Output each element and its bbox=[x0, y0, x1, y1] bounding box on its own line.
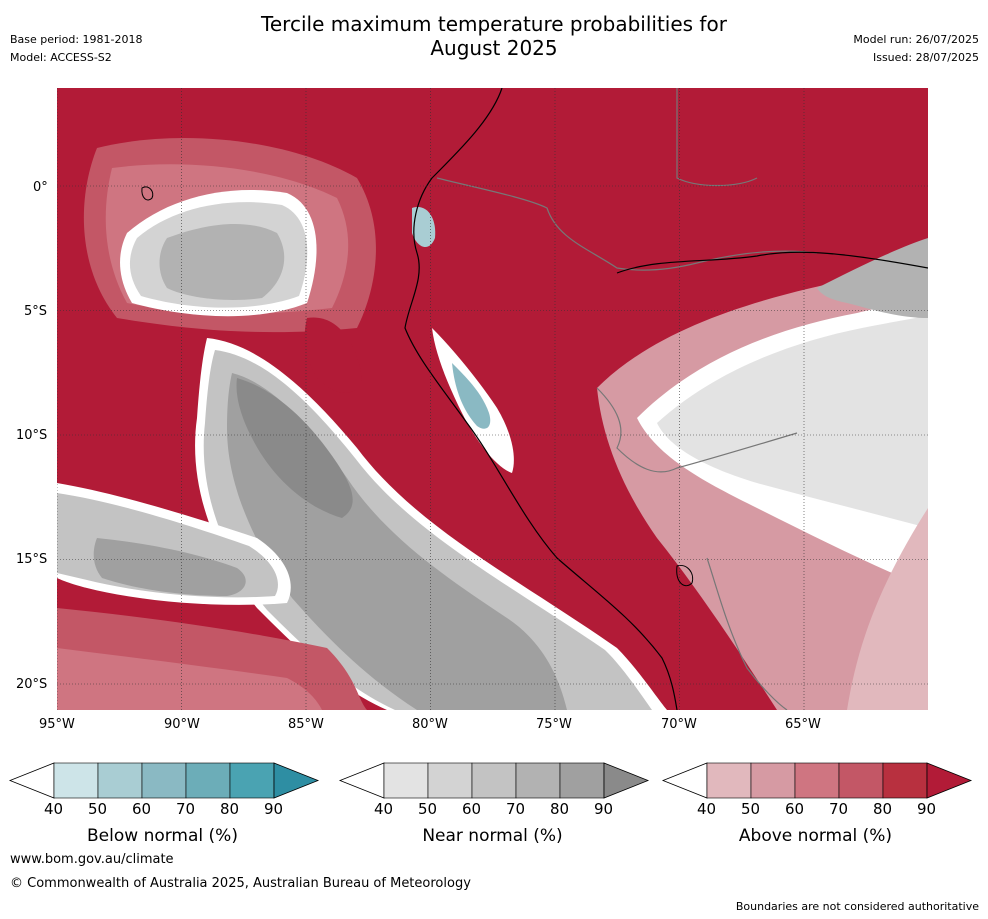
lake-titicaca bbox=[676, 564, 694, 587]
lon-tick-0: 95°W bbox=[39, 717, 75, 732]
below-normal-50-area-north bbox=[412, 207, 436, 248]
colorbar-tick-label: 70 bbox=[176, 800, 196, 818]
colorbar-tick-label: 80 bbox=[550, 800, 570, 818]
lat-tick-3: 15°S bbox=[16, 552, 48, 567]
website-link[interactable]: www.bom.gov.au/climate bbox=[10, 852, 174, 867]
colorbar-low-extend bbox=[661, 762, 708, 799]
colorbar-high-extend bbox=[273, 762, 320, 799]
copyright-text: © Commonwealth of Australia 2025, Austra… bbox=[10, 876, 471, 891]
lat-tick-4: 20°S bbox=[16, 677, 48, 692]
model-name: Model: ACCESS-S2 bbox=[10, 51, 112, 64]
colorbar-below-normal bbox=[8, 762, 320, 799]
country-border-4 bbox=[706, 557, 788, 710]
colorbar-segment bbox=[706, 762, 752, 799]
colorbar-segment bbox=[97, 762, 143, 799]
map-gridlines bbox=[57, 88, 928, 710]
colorbar-above-normal bbox=[661, 762, 973, 799]
chart-title: Tercile maximum temperature probabilitie… bbox=[0, 12, 988, 60]
model-run: Model run: 26/07/2025 bbox=[853, 33, 979, 46]
colorbar-segment bbox=[471, 762, 517, 799]
colorbar-segment bbox=[229, 762, 275, 799]
colorbar-segment bbox=[750, 762, 796, 799]
probability-map bbox=[57, 88, 928, 710]
below-normal-60-area bbox=[452, 363, 491, 429]
colorbar-tick-label: 60 bbox=[785, 800, 805, 818]
lon-tick-3: 80°W bbox=[412, 717, 448, 732]
colorbar-tick-label: 90 bbox=[594, 800, 614, 818]
galapagos-islands bbox=[141, 186, 154, 201]
colorbar-tick-label: 60 bbox=[462, 800, 482, 818]
colorbar-segment bbox=[383, 762, 429, 799]
amazon-river bbox=[616, 251, 928, 274]
colorbar-segment bbox=[515, 762, 561, 799]
colorbar-segment bbox=[185, 762, 231, 799]
colorbar-label-near: Near normal (%) bbox=[422, 826, 563, 846]
boundary-disclaimer: Boundaries are not considered authoritat… bbox=[735, 900, 979, 913]
colorbar-tick-label: 70 bbox=[506, 800, 526, 818]
country-border-3 bbox=[676, 88, 758, 187]
near-normal-40-area-east bbox=[657, 316, 928, 528]
lon-tick-2: 85°W bbox=[288, 717, 324, 732]
colorbar-segment bbox=[794, 762, 840, 799]
near-normal-70-area bbox=[159, 223, 285, 300]
lat-tick-0: 0° bbox=[33, 180, 48, 195]
colorbar-segment bbox=[559, 762, 605, 799]
title-line-2: August 2025 bbox=[430, 36, 558, 60]
country-border-2 bbox=[596, 387, 798, 473]
lon-tick-1: 90°W bbox=[164, 717, 200, 732]
lat-tick-2: 10°S bbox=[16, 428, 48, 443]
colorbar-tick-label: 90 bbox=[917, 800, 937, 818]
colorbar-segment bbox=[141, 762, 187, 799]
country-border bbox=[436, 177, 818, 271]
above-normal-90-area-offshore bbox=[304, 317, 362, 393]
colorbar-label-below: Below normal (%) bbox=[87, 826, 238, 846]
colorbar-tick-label: 80 bbox=[220, 800, 240, 818]
lon-tick-4: 75°W bbox=[536, 717, 572, 732]
colorbar-high-extend bbox=[603, 762, 650, 799]
colorbar-tick-label: 60 bbox=[132, 800, 152, 818]
lat-tick-1: 5°S bbox=[24, 304, 48, 319]
colorbar-segment bbox=[882, 762, 928, 799]
colorbar-group bbox=[8, 762, 973, 799]
issued-date: Issued: 28/07/2025 bbox=[872, 51, 979, 64]
lon-tick-6: 65°W bbox=[785, 717, 821, 732]
near-normal-80-area-sw bbox=[93, 538, 246, 596]
colorbar-tick-label: 50 bbox=[741, 800, 761, 818]
near-normal-70-area-northeast bbox=[817, 238, 928, 318]
title-line-1: Tercile maximum temperature probabilitie… bbox=[261, 12, 727, 36]
above-normal-40-area-southeast bbox=[847, 508, 928, 710]
colorbar-tick-label: 40 bbox=[44, 800, 64, 818]
above-normal-60-area-south bbox=[57, 648, 322, 710]
colorbar-segment bbox=[838, 762, 884, 799]
colorbar-tick-label: 40 bbox=[374, 800, 394, 818]
colorbar-high-extend bbox=[926, 762, 973, 799]
lon-tick-5: 70°W bbox=[661, 717, 697, 732]
colorbar-tick-label: 50 bbox=[88, 800, 108, 818]
base-period: Base period: 1981-2018 bbox=[10, 33, 143, 46]
colorbar-label-above: Above normal (%) bbox=[738, 826, 893, 846]
colorbar-tick-label: 40 bbox=[697, 800, 717, 818]
colorbar-near-normal bbox=[338, 762, 650, 799]
colorbar-tick-label: 90 bbox=[264, 800, 284, 818]
colorbar-tick-label: 80 bbox=[873, 800, 893, 818]
colorbar-tick-label: 50 bbox=[418, 800, 438, 818]
near-normal-90-area bbox=[236, 378, 353, 518]
south-america-coastline bbox=[404, 88, 678, 710]
colorbar-segment bbox=[427, 762, 473, 799]
colorbar-segment bbox=[53, 762, 99, 799]
colorbar-low-extend bbox=[338, 762, 385, 799]
colorbar-low-extend bbox=[8, 762, 55, 799]
colorbar-tick-label: 70 bbox=[829, 800, 849, 818]
